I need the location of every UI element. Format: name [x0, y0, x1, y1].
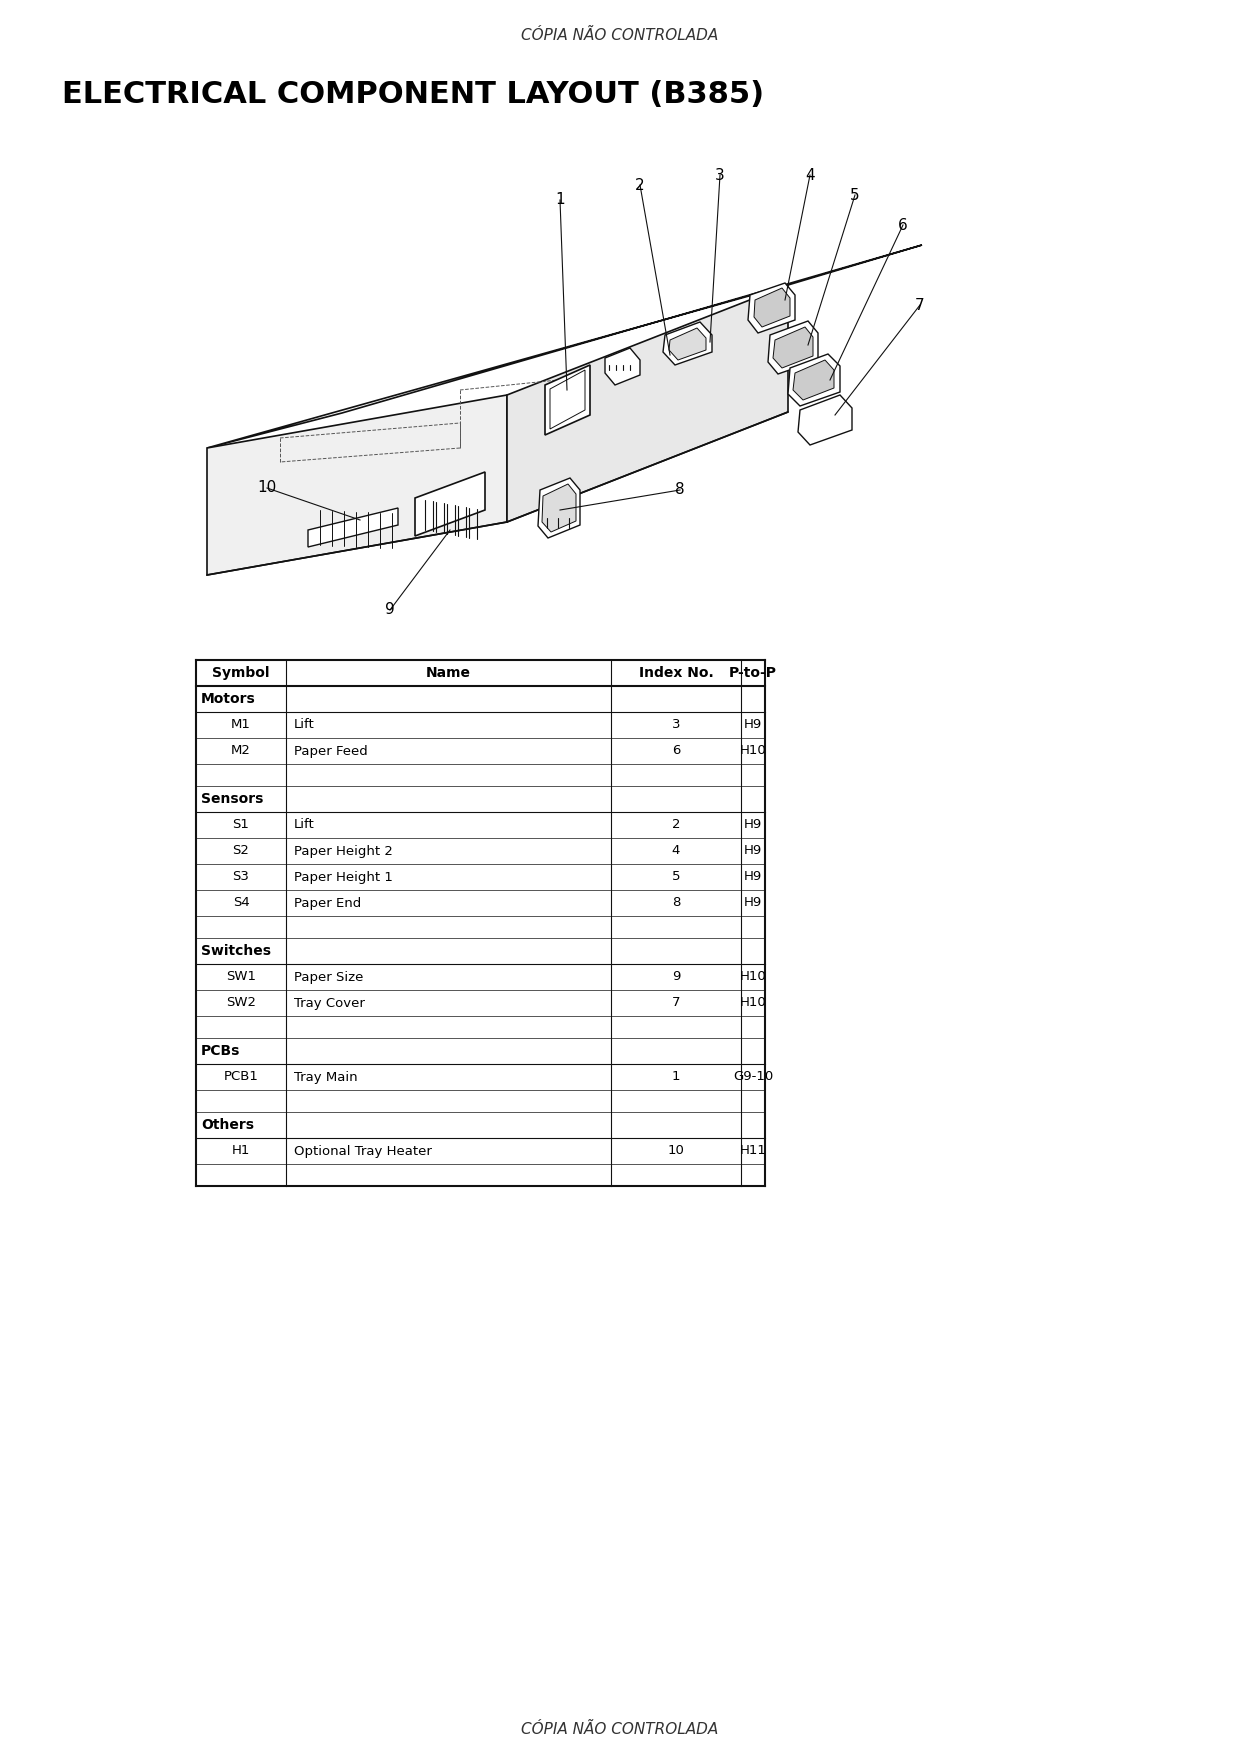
- Polygon shape: [546, 365, 590, 435]
- Polygon shape: [605, 347, 640, 384]
- Text: SW2: SW2: [226, 996, 255, 1010]
- Text: G9-10: G9-10: [733, 1070, 773, 1084]
- Text: Paper End: Paper End: [294, 896, 361, 910]
- Text: 9: 9: [386, 603, 394, 617]
- Text: 5: 5: [672, 870, 681, 884]
- Polygon shape: [754, 288, 790, 326]
- Text: H1: H1: [232, 1145, 250, 1158]
- Text: PCBs: PCBs: [201, 1044, 241, 1058]
- Text: Name: Name: [425, 667, 470, 681]
- Polygon shape: [663, 323, 712, 365]
- Text: 6: 6: [672, 744, 681, 758]
- Text: 1: 1: [672, 1070, 681, 1084]
- Text: H10: H10: [739, 996, 766, 1010]
- Text: Lift: Lift: [294, 719, 315, 731]
- Text: 7: 7: [915, 298, 925, 312]
- Polygon shape: [207, 395, 507, 575]
- Text: H11: H11: [739, 1145, 766, 1158]
- Polygon shape: [748, 282, 795, 333]
- Text: ELECTRICAL COMPONENT LAYOUT (B385): ELECTRICAL COMPONENT LAYOUT (B385): [62, 81, 764, 109]
- Polygon shape: [308, 509, 398, 547]
- Polygon shape: [670, 328, 706, 360]
- Text: 6: 6: [898, 217, 908, 233]
- Text: 2: 2: [635, 177, 645, 193]
- Text: Tray Main: Tray Main: [294, 1070, 357, 1084]
- Text: Tray Cover: Tray Cover: [294, 996, 365, 1010]
- Text: Paper Size: Paper Size: [294, 970, 363, 984]
- Text: H9: H9: [744, 844, 763, 858]
- Text: 9: 9: [672, 970, 681, 984]
- Polygon shape: [551, 370, 585, 430]
- Text: Optional Tray Heater: Optional Tray Heater: [294, 1145, 432, 1158]
- Text: CÓPIA NÃO CONTROLADA: CÓPIA NÃO CONTROLADA: [521, 28, 719, 44]
- Text: Paper Height 2: Paper Height 2: [294, 844, 393, 858]
- Text: H9: H9: [744, 896, 763, 910]
- Polygon shape: [794, 360, 835, 400]
- Text: S3: S3: [233, 870, 249, 884]
- Text: 10: 10: [258, 481, 277, 495]
- Text: S4: S4: [233, 896, 249, 910]
- Text: 5: 5: [851, 188, 859, 202]
- Text: 8: 8: [676, 482, 684, 498]
- Polygon shape: [207, 246, 923, 447]
- Text: H10: H10: [739, 744, 766, 758]
- Polygon shape: [768, 321, 818, 374]
- Text: P-to-P: P-to-P: [729, 667, 777, 681]
- Polygon shape: [538, 479, 580, 538]
- Text: CÓPIA NÃO CONTROLADA: CÓPIA NÃO CONTROLADA: [521, 1722, 719, 1736]
- Text: Paper Feed: Paper Feed: [294, 744, 368, 758]
- Text: 4: 4: [805, 167, 815, 182]
- Text: H10: H10: [739, 970, 766, 984]
- Text: Symbol: Symbol: [212, 667, 270, 681]
- Text: 10: 10: [667, 1145, 684, 1158]
- Text: H9: H9: [744, 819, 763, 831]
- Text: S1: S1: [233, 819, 249, 831]
- Text: 8: 8: [672, 896, 681, 910]
- Text: Lift: Lift: [294, 819, 315, 831]
- Text: Paper Height 1: Paper Height 1: [294, 870, 393, 884]
- Text: PCB1: PCB1: [223, 1070, 258, 1084]
- Text: 2: 2: [672, 819, 681, 831]
- Polygon shape: [787, 354, 839, 405]
- Text: 1: 1: [556, 193, 564, 207]
- Text: S2: S2: [233, 844, 249, 858]
- Polygon shape: [507, 284, 787, 523]
- Text: Motors: Motors: [201, 693, 255, 707]
- Text: 4: 4: [672, 844, 681, 858]
- Text: 7: 7: [672, 996, 681, 1010]
- Text: Sensors: Sensors: [201, 793, 263, 807]
- Text: H9: H9: [744, 870, 763, 884]
- Text: H9: H9: [744, 719, 763, 731]
- Polygon shape: [415, 472, 485, 537]
- Text: M1: M1: [231, 719, 250, 731]
- Polygon shape: [773, 326, 813, 368]
- Text: 3: 3: [715, 167, 725, 182]
- Text: M2: M2: [231, 744, 250, 758]
- Polygon shape: [799, 395, 852, 446]
- Text: SW1: SW1: [226, 970, 255, 984]
- Text: Switches: Switches: [201, 944, 272, 958]
- Polygon shape: [542, 484, 577, 531]
- Text: 3: 3: [672, 719, 681, 731]
- Text: Others: Others: [201, 1117, 254, 1131]
- Text: Index No.: Index No.: [639, 667, 713, 681]
